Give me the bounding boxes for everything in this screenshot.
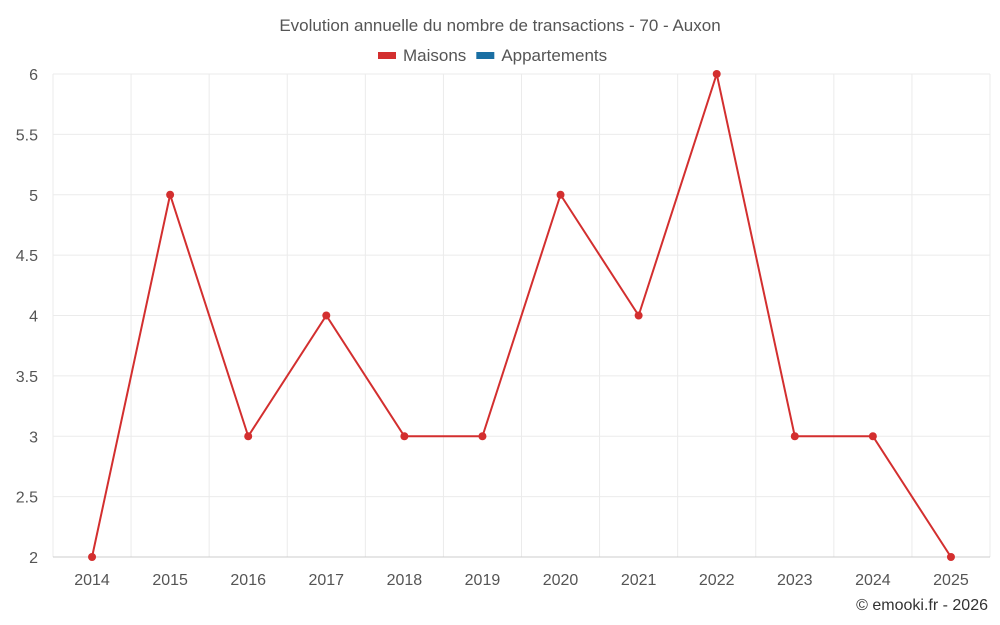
grid bbox=[52, 73, 991, 558]
chart-title: Evolution annuelle du nombre de transact… bbox=[279, 16, 720, 35]
x-tick-label: 2024 bbox=[855, 572, 891, 589]
x-tick-label: 2021 bbox=[621, 572, 657, 589]
y-tick-label: 4.5 bbox=[16, 248, 38, 265]
x-tick-label: 2018 bbox=[387, 572, 423, 589]
data-point[interactable] bbox=[712, 70, 721, 78]
data-point[interactable] bbox=[478, 432, 487, 441]
y-tick-label: 5.5 bbox=[16, 127, 38, 144]
data-point[interactable] bbox=[400, 432, 409, 441]
x-tick-label: 2017 bbox=[308, 572, 344, 589]
legend: Maisons Appartements bbox=[378, 46, 607, 65]
legend-swatch bbox=[378, 52, 396, 59]
y-tick-label: 2.5 bbox=[16, 490, 38, 507]
y-tick-label: 2 bbox=[29, 550, 38, 567]
x-tick-label: 2020 bbox=[543, 572, 579, 589]
data-point[interactable] bbox=[88, 553, 97, 561]
x-tick-label: 2014 bbox=[74, 572, 110, 589]
data-point[interactable] bbox=[868, 432, 877, 441]
data-point[interactable] bbox=[634, 311, 643, 320]
x-axis-ticks: 2014 2015 2016 2017 2018 2019 2020 2021 2022 2023… bbox=[74, 572, 969, 589]
y-tick-label: 3 bbox=[29, 429, 38, 446]
y-tick-label: 5 bbox=[29, 188, 38, 205]
x-tick-label: 2022 bbox=[699, 572, 735, 589]
x-tick-label: 2025 bbox=[933, 572, 969, 589]
data-point[interactable] bbox=[244, 432, 253, 441]
legend-label: Appartements bbox=[501, 46, 607, 65]
series-layer bbox=[88, 70, 955, 561]
x-tick-label: 2023 bbox=[777, 572, 813, 589]
data-point[interactable] bbox=[166, 190, 175, 199]
data-point[interactable] bbox=[946, 553, 955, 561]
y-axis-ticks: 2 2.5 3 3.5 4 4.5 5 5.5 6 bbox=[16, 67, 38, 567]
legend-item[interactable]: Appartements bbox=[476, 46, 607, 65]
credit-text: © emooki.fr - 2026 bbox=[856, 597, 988, 614]
y-tick-label: 3.5 bbox=[16, 369, 38, 386]
data-point[interactable] bbox=[556, 190, 565, 199]
data-point[interactable] bbox=[322, 311, 331, 320]
legend-label: Maisons bbox=[403, 46, 466, 65]
x-tick-label: 2016 bbox=[230, 572, 266, 589]
legend-item[interactable]: Maisons bbox=[378, 46, 466, 65]
series-line-maisons bbox=[91, 70, 952, 558]
data-point[interactable] bbox=[790, 432, 799, 441]
x-tick-label: 2019 bbox=[465, 572, 501, 589]
y-tick-label: 4 bbox=[29, 309, 38, 326]
legend-swatch bbox=[476, 52, 495, 59]
y-tick-label: 6 bbox=[29, 67, 38, 84]
x-tick-label: 2015 bbox=[152, 572, 188, 589]
